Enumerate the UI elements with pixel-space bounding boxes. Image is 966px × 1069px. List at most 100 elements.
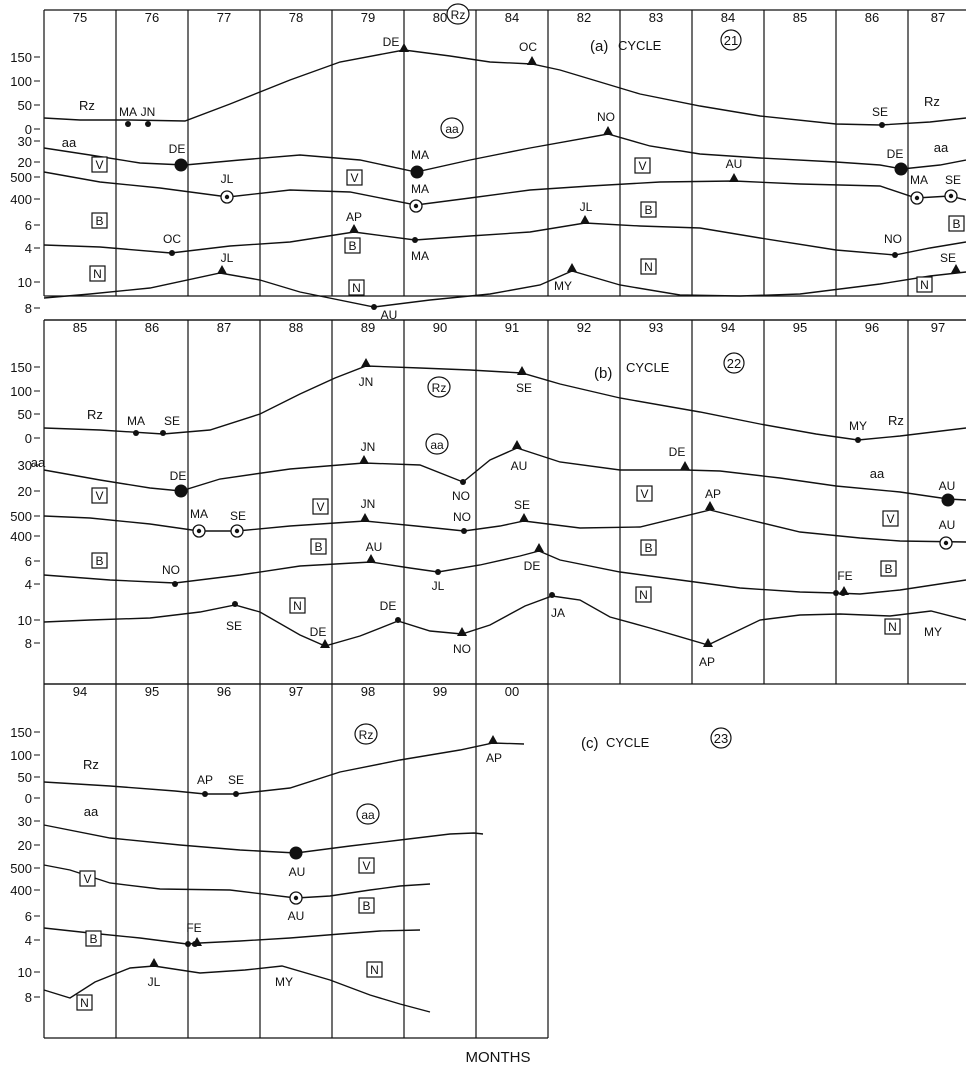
- series-label-n: N: [352, 281, 361, 295]
- y-tick-label-rz: 50: [18, 770, 32, 785]
- series-label-box: [348, 279, 365, 296]
- marker-aa-au-big-dot: [941, 493, 955, 507]
- marker-label: AP: [699, 655, 715, 669]
- marker-rz-ap-dot: [202, 791, 208, 797]
- series-label-box: [91, 212, 108, 229]
- series-label-b: B: [362, 899, 370, 913]
- marker-label: JL: [580, 200, 593, 214]
- y-tick-label-rz: 50: [18, 98, 32, 113]
- marker-label: MY: [554, 279, 572, 293]
- marker-rz-ma-dot: [133, 430, 139, 436]
- year-label: 80: [433, 10, 447, 25]
- marker-aa-ma-big-dot: [410, 165, 424, 179]
- marker-b-ma-dot: [412, 237, 418, 243]
- marker-label: AU: [939, 479, 956, 493]
- series-label-box: [358, 897, 375, 914]
- y-tick-label-b: 4: [25, 241, 32, 256]
- marker-rz-ma-dot: [125, 121, 131, 127]
- marker-label: NO: [452, 489, 470, 503]
- year-label: 97: [931, 320, 945, 335]
- year-label: 98: [361, 684, 375, 699]
- marker-label: AU: [288, 909, 305, 923]
- y-tick-label-v: 400: [10, 192, 32, 207]
- marker-rz-de-triangle: [399, 43, 409, 52]
- y-tick-label-aa: 20: [18, 155, 32, 170]
- marker-label: FE: [837, 569, 852, 583]
- y-tick-label-v: 400: [10, 883, 32, 898]
- panel-label: (b): [594, 365, 612, 382]
- y-tick-label-v: 500: [10, 861, 32, 876]
- series-label-box: [636, 485, 653, 502]
- cycle-word: CYCLE: [606, 735, 650, 750]
- series-label-v: V: [640, 487, 648, 501]
- y-tick-label-n: 8: [25, 636, 32, 651]
- cycle-number: 23: [714, 731, 728, 746]
- marker-b-oc-dot: [169, 250, 175, 256]
- marker-label: SE: [872, 105, 888, 119]
- marker-label: AU: [511, 459, 528, 473]
- series-line-rz: [43, 365, 966, 441]
- marker-label: SE: [514, 498, 530, 512]
- series-label-n: N: [644, 260, 653, 274]
- series-label-box: [289, 597, 306, 614]
- series-label-box: [91, 552, 108, 569]
- y-tick-label-rz: 100: [10, 384, 32, 399]
- series-label-b: B: [884, 562, 892, 576]
- marker-label: MA: [910, 173, 928, 187]
- series-label-n: N: [920, 278, 929, 292]
- marker-v-ma-ring-center: [413, 203, 419, 209]
- marker-label: AP: [346, 210, 362, 224]
- marker-label: SE: [228, 773, 244, 787]
- series-label-rz: Rz: [451, 8, 466, 22]
- year-label: 84: [721, 10, 735, 25]
- year-label: 90: [433, 320, 447, 335]
- series-label-box: [640, 539, 657, 556]
- marker-label: MY: [849, 419, 867, 433]
- year-label: 97: [289, 684, 303, 699]
- series-label-circle: [354, 723, 378, 745]
- marker-label: NO: [453, 642, 471, 656]
- marker-label: AU: [381, 308, 398, 322]
- y-tick-label-n: 10: [18, 613, 32, 628]
- marker-b-jl-triangle: [580, 215, 590, 224]
- year-label: 79: [361, 10, 375, 25]
- y-tick-label-rz: 150: [10, 50, 32, 65]
- marker-b-fe-dot: [185, 941, 191, 947]
- year-label: 91: [505, 320, 519, 335]
- marker-n-no-dot: [395, 617, 401, 623]
- series-label-box: [85, 930, 102, 947]
- year-label: 85: [793, 10, 807, 25]
- marker-label: JL: [432, 579, 445, 593]
- series-label-b: B: [95, 554, 103, 568]
- y-tick-label-n: 10: [18, 275, 32, 290]
- series-line-n: [43, 965, 431, 1013]
- marker-rz-se-triangle: [517, 366, 527, 375]
- series-label-b: B: [348, 239, 356, 253]
- series-label-rz: Rz: [83, 757, 99, 772]
- series-label-circle: [427, 376, 451, 398]
- marker-n-de-triangle: [320, 639, 330, 648]
- marker-label: DE: [669, 445, 686, 459]
- year-label: 83: [649, 10, 663, 25]
- marker-label: MA: [411, 148, 429, 162]
- series-label-box: [884, 618, 901, 635]
- marker-label: MY: [924, 625, 942, 639]
- y-tick-label-n: 8: [25, 990, 32, 1005]
- series-label-aa: aa: [31, 455, 46, 470]
- marker-label: JA: [551, 606, 565, 620]
- year-label: 99: [433, 684, 447, 699]
- cycle-number: 21: [724, 33, 738, 48]
- y-tick-label-aa: 30: [18, 458, 32, 473]
- series-label-aa: aa: [361, 808, 375, 822]
- marker-label: AP: [197, 773, 213, 787]
- marker-label: NO: [453, 510, 471, 524]
- series-label-b: B: [644, 541, 652, 555]
- series-label-v: V: [886, 512, 894, 526]
- marker-aa-jn-triangle: [359, 455, 369, 464]
- marker-label: SE: [230, 509, 246, 523]
- marker-label: FE: [186, 921, 201, 935]
- marker-v-ma-ring-center: [914, 195, 920, 201]
- marker-n-ap-dot: [549, 592, 555, 598]
- y-tick-label-aa: 20: [18, 838, 32, 853]
